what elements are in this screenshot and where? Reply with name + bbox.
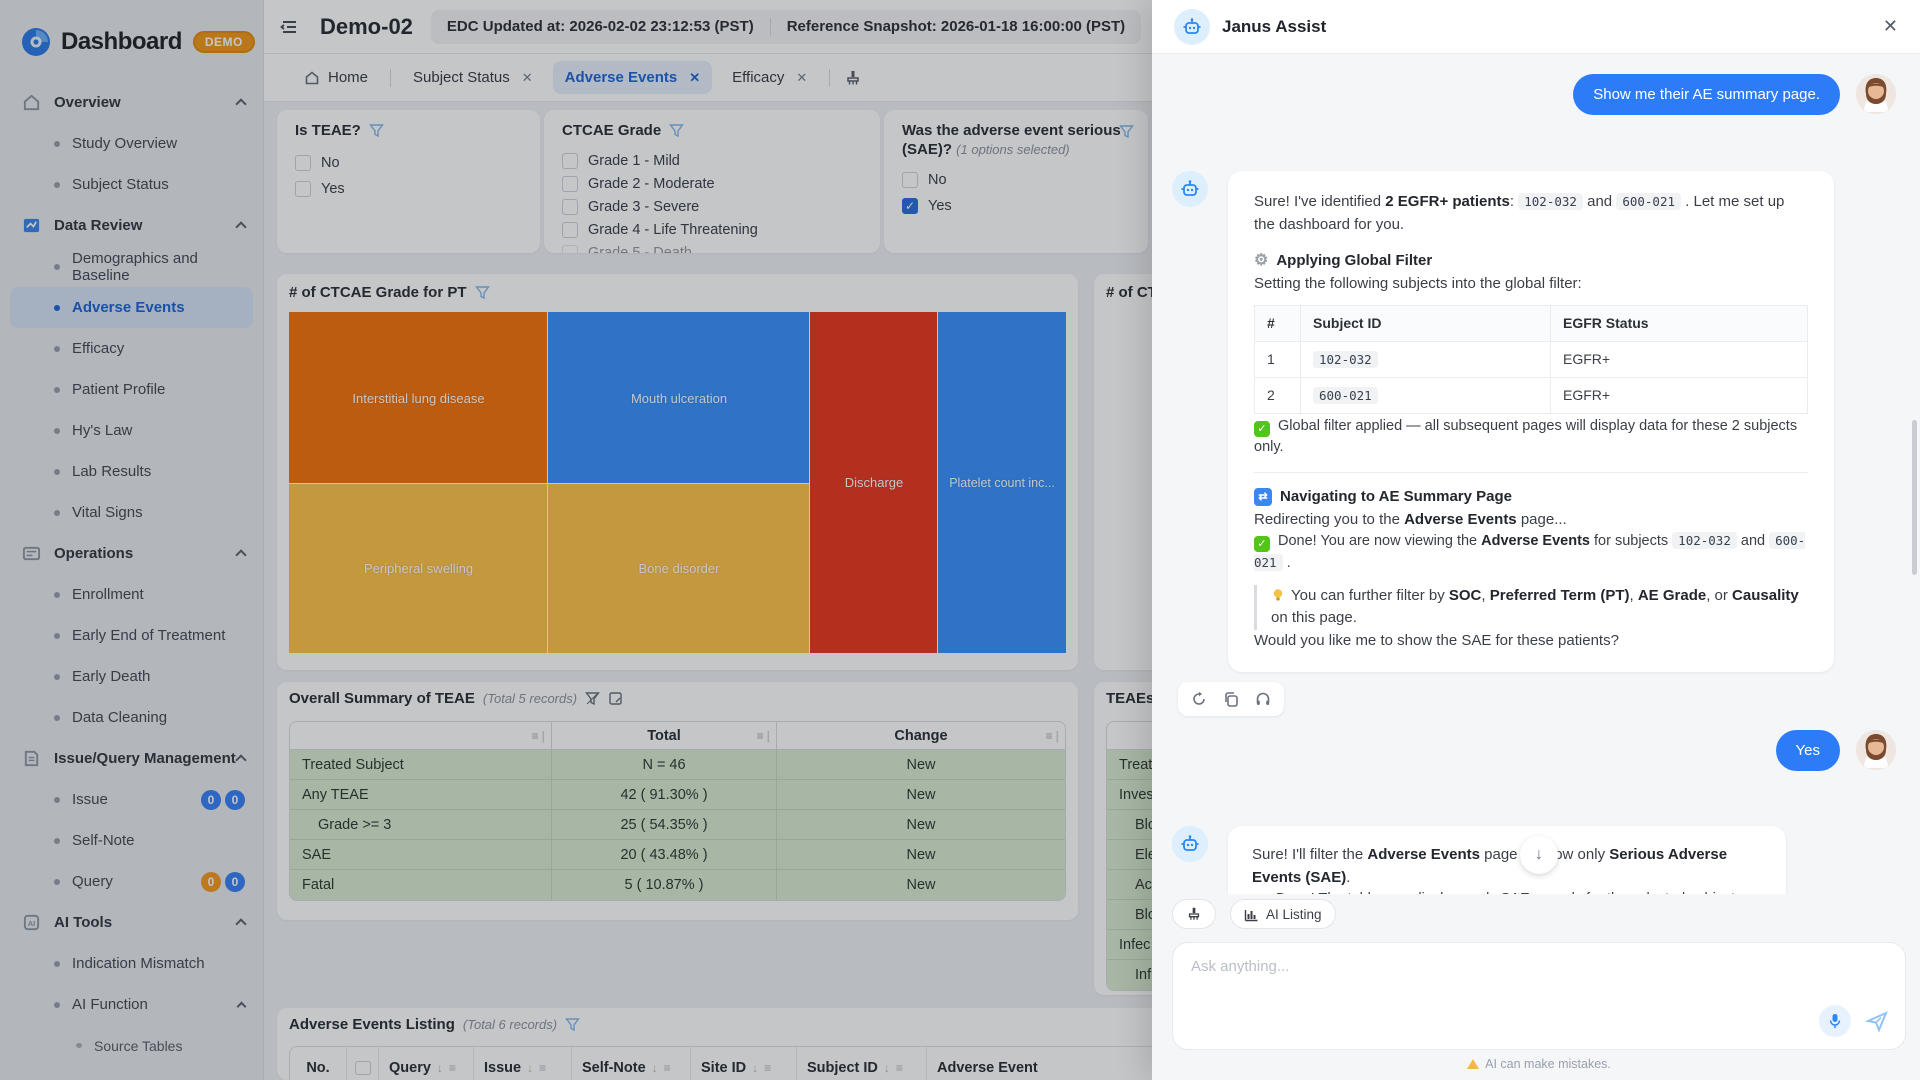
close-icon[interactable]: ✕ [1883, 16, 1898, 37]
navigate-icon: ⇄ [1254, 488, 1272, 506]
send-button[interactable] [1865, 1009, 1891, 1035]
assistant-message-card: Sure! I've identified 2 EGFR+ patients: … [1228, 171, 1834, 672]
chat-input[interactable]: Ask anything... [1172, 942, 1906, 1050]
step-heading: ⇄Navigating to AE Summary Page [1254, 486, 1808, 509]
lightbulb-icon [1271, 588, 1285, 602]
robot-icon [1174, 9, 1210, 45]
user-avatar [1856, 74, 1896, 114]
divider [1254, 472, 1808, 473]
status-line: ✓Global filter applied — all subsequent … [1254, 416, 1808, 460]
subject-id-chip: 600-021 [1616, 193, 1681, 210]
assistant-text: Sure! I've identified 2 EGFR+ patients: … [1254, 191, 1808, 236]
tip-blockquote: You can further filter by SOC, Preferred… [1254, 585, 1808, 630]
assistant-message-row: Sure! I've identified 2 EGFR+ patients: … [1172, 171, 1900, 672]
warning-icon [1467, 1059, 1479, 1069]
panel-scrollbar[interactable] [1912, 420, 1917, 575]
subject-filter-table: # Subject ID EGFR Status 1 102-032 EGFR+… [1254, 305, 1808, 414]
mic-icon [1828, 1013, 1842, 1029]
chat-area: Show me their AE summary page. Sure! I'v… [1152, 54, 1920, 894]
assistant-text: Setting the following subjects into the … [1254, 273, 1808, 296]
broom-icon [1186, 906, 1202, 922]
check-icon: ✓ [1254, 421, 1270, 437]
user-avatar [1856, 730, 1896, 770]
scroll-down-button[interactable]: ↓ [1520, 836, 1558, 874]
subject-id-chip: 102-032 [1313, 351, 1378, 368]
robot-icon [1172, 826, 1208, 862]
janus-assist-panel: Janus Assist ✕ Show me their AE summary … [1152, 0, 1920, 1080]
assistant-message-card: Sure! I'll filter the Adverse Events pag… [1228, 826, 1786, 894]
user-message-bubble: Show me their AE summary page. [1573, 74, 1840, 115]
col-num: # [1255, 305, 1301, 341]
composer: AI Listing Ask anything... AI can make m… [1152, 894, 1920, 1080]
step-heading: ⚙Applying Global Filter [1254, 249, 1808, 273]
status-line: ✓Done! You are now viewing the Adverse E… [1254, 531, 1808, 575]
assistant-text: Redirecting you to the Adverse Events pa… [1254, 509, 1808, 532]
send-icon [1865, 1009, 1889, 1033]
user-message-bubble: Yes [1776, 730, 1840, 771]
assist-title: Janus Assist [1222, 17, 1326, 37]
composer-chips: AI Listing [1172, 898, 1906, 930]
check-icon: ✓ [1254, 536, 1270, 552]
headphones-icon[interactable] [1255, 691, 1271, 707]
ai-listing-chip[interactable]: AI Listing [1230, 899, 1336, 929]
copy-icon[interactable] [1223, 691, 1239, 707]
table-row: 1 102-032 EGFR+ [1255, 341, 1808, 377]
robot-icon [1172, 171, 1208, 207]
subject-id-chip: 600-021 [1313, 387, 1378, 404]
user-message-row: Show me their AE summary page. [1172, 74, 1900, 115]
mic-button[interactable] [1819, 1005, 1851, 1037]
ai-disclaimer: AI can make mistakes. [1172, 1057, 1906, 1071]
subject-id-chip: 102-032 [1518, 193, 1583, 210]
app: Dashboard DEMO Overview Study Overview S… [0, 0, 1920, 1080]
dim-overlay [0, 0, 1152, 1080]
gear-icon: ⚙ [1254, 249, 1268, 273]
user-message-row: Yes [1172, 730, 1900, 771]
bar-chart-icon [1244, 907, 1259, 922]
message-actions [1178, 682, 1284, 716]
assistant-question: Would you like me to show the SAE for th… [1254, 630, 1808, 653]
table-row: 2 600-021 EGFR+ [1255, 377, 1808, 413]
assist-header: Janus Assist ✕ [1152, 0, 1920, 54]
col-egfr-status: EGFR Status [1551, 305, 1808, 341]
subject-id-chip: 102-032 [1672, 532, 1737, 549]
clear-chat-chip[interactable] [1172, 899, 1216, 929]
col-subject-id: Subject ID [1301, 305, 1551, 341]
refresh-icon[interactable] [1191, 691, 1207, 707]
assistant-text: Sure! I'll filter the Adverse Events pag… [1252, 844, 1762, 889]
chat-input-placeholder: Ask anything... [1191, 958, 1289, 975]
